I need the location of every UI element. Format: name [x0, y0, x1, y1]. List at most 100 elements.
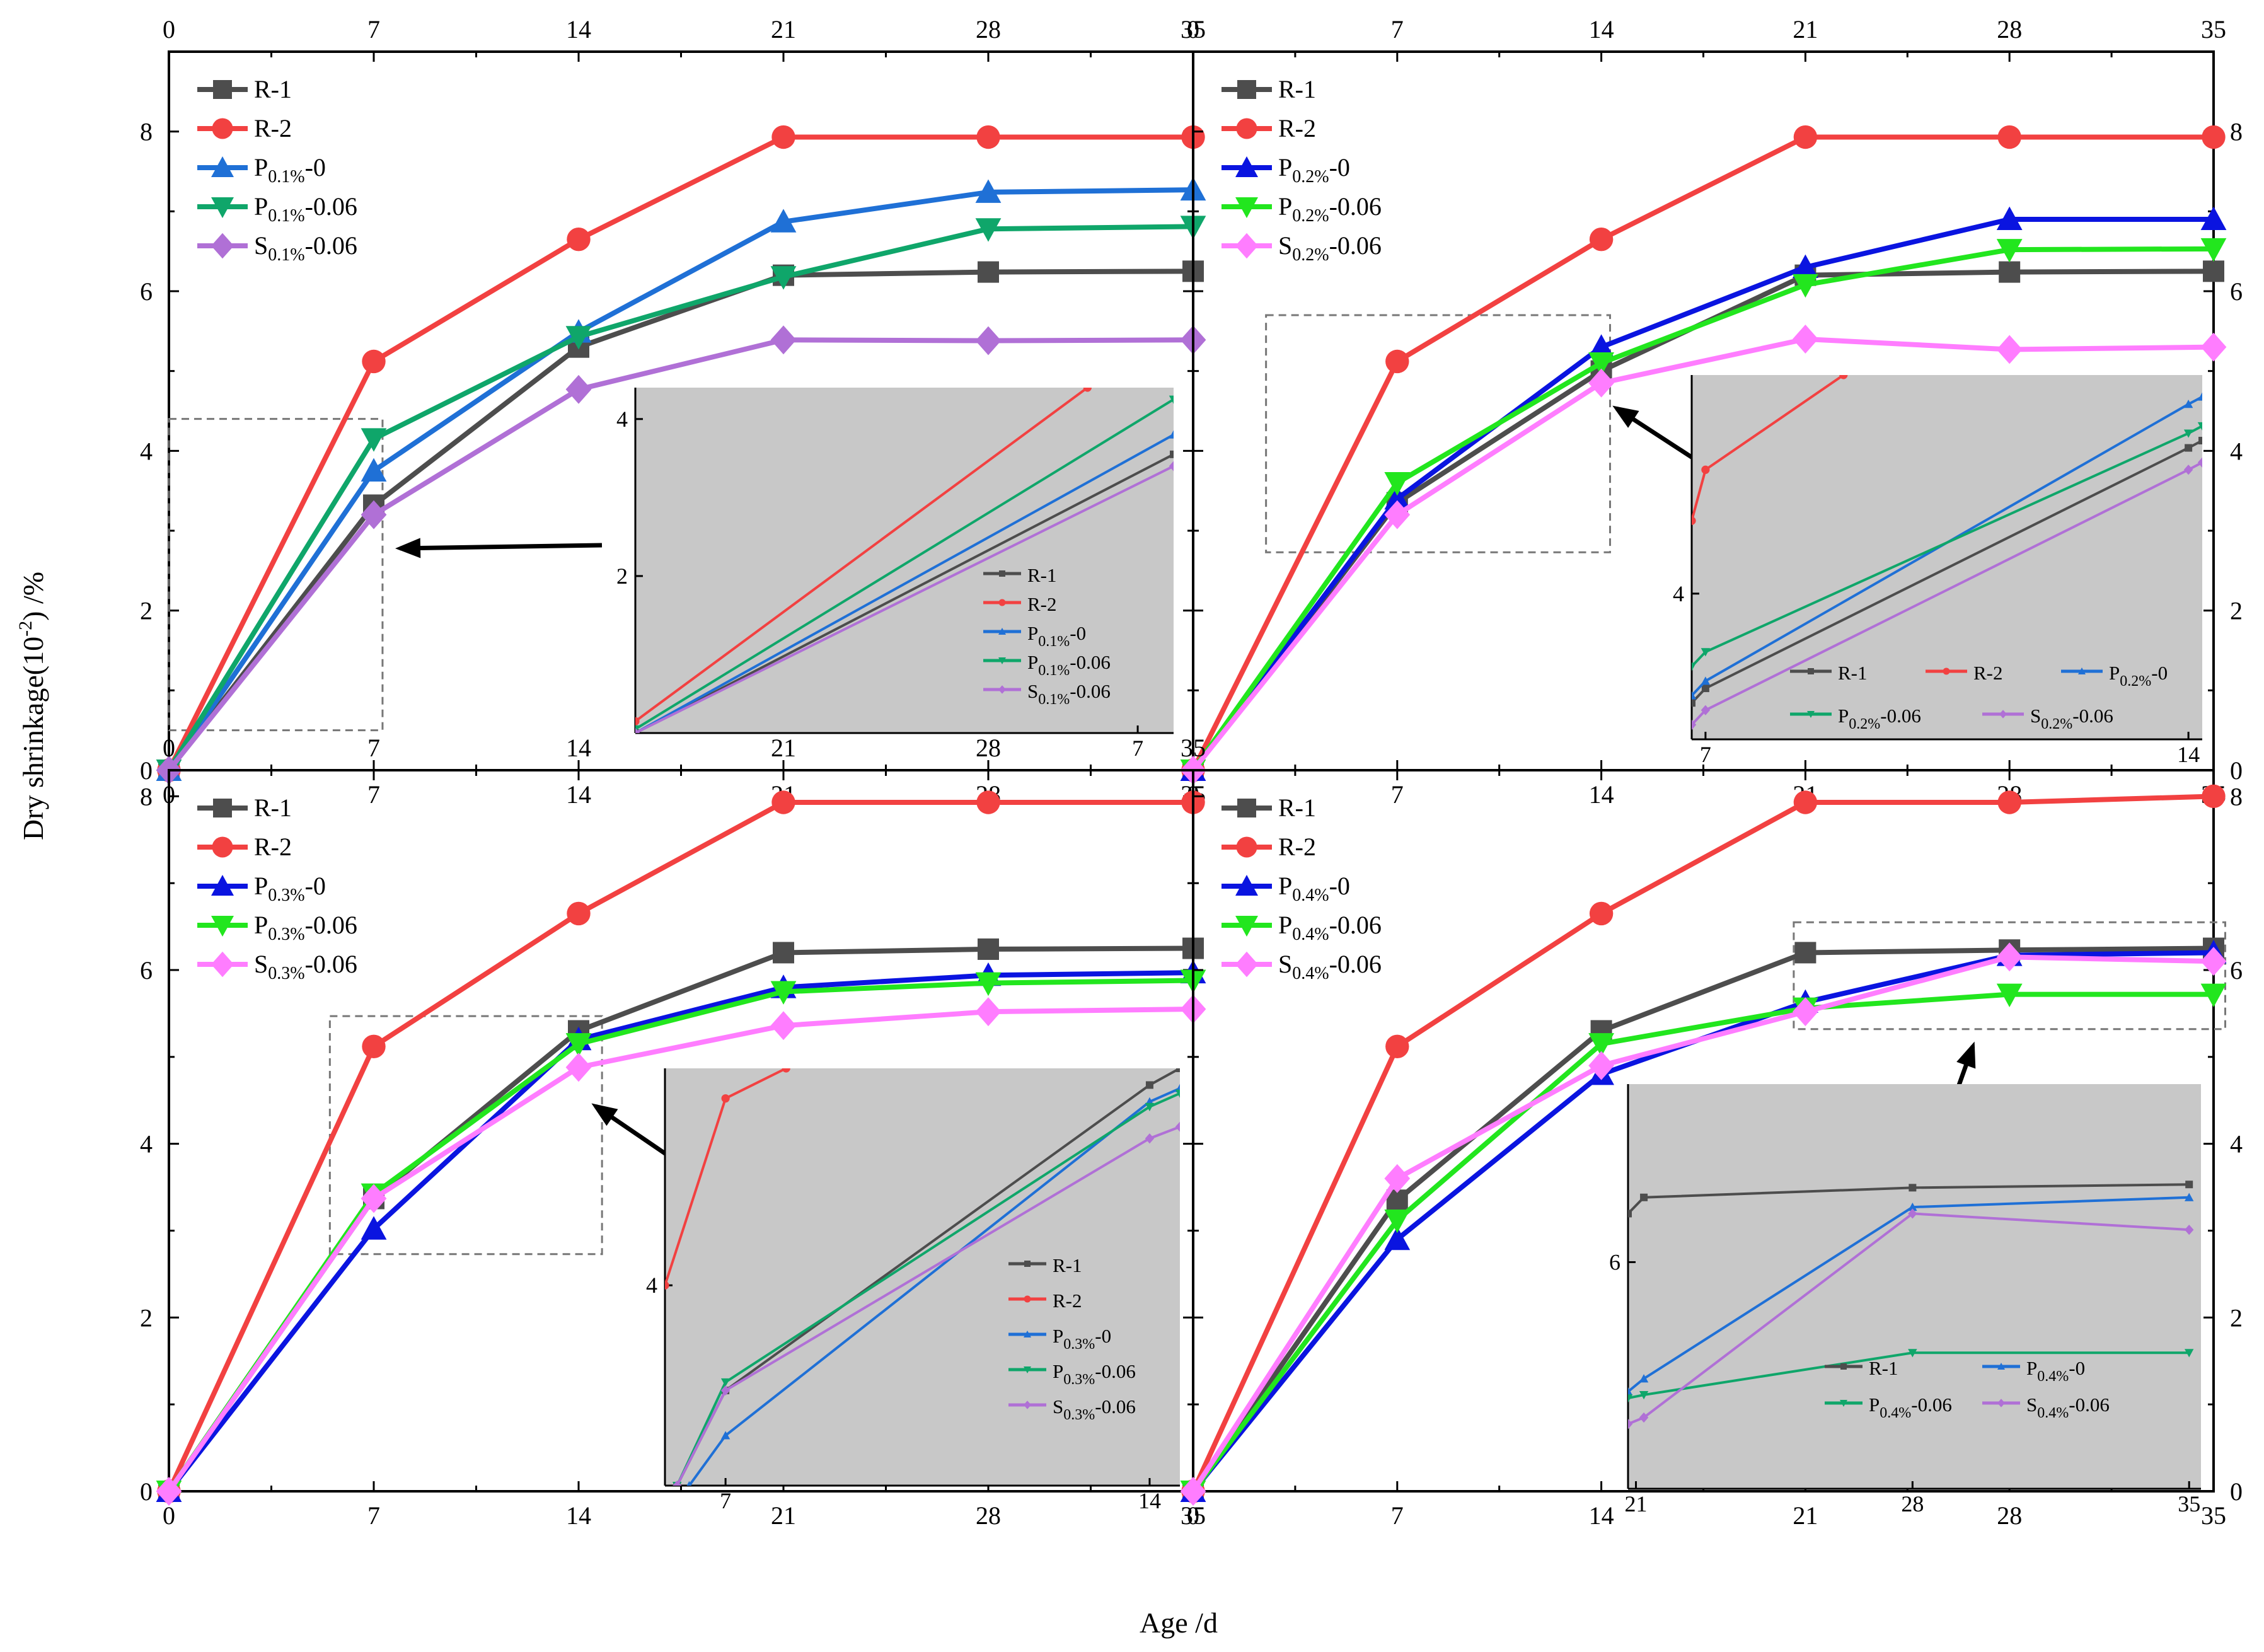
- legend-marker-p0: [2078, 667, 2086, 674]
- zoom-arrow-head: [395, 538, 421, 558]
- legend-label-p006: P0.2%-0.06: [1278, 192, 1382, 226]
- inset-point-p0: [1692, 691, 1697, 700]
- x-top-tick-label: 14: [566, 734, 591, 762]
- inset-series-line-p006: [676, 1092, 1180, 1486]
- legend-subscript: 0.2%: [2120, 673, 2151, 690]
- series-line-s006: [166, 1007, 1194, 1493]
- legend-name: R-1: [1838, 662, 1868, 684]
- y-tick-label: 2: [2230, 597, 2243, 625]
- inset-point-r-2: [665, 1281, 669, 1290]
- legend-suffix: -0.06: [2072, 705, 2113, 727]
- legend-marker-p006: [1235, 916, 1258, 937]
- data-point-p006: [2200, 983, 2227, 1008]
- inset-x-tick-label: 7: [720, 1488, 731, 1513]
- legend-subscript: 0.2%: [1292, 167, 1329, 187]
- inset-series-line-p006: [635, 398, 1174, 731]
- legend-suffix: -0: [305, 153, 326, 182]
- inset-series-line-r-1: [1628, 1183, 2190, 1215]
- inset-point-r-1: [1909, 1184, 1917, 1192]
- y-tick-label: 6: [140, 956, 153, 985]
- legend-marker-s006: [211, 951, 234, 978]
- legend-name: P: [1278, 911, 1292, 939]
- inset-series-line-p006: [1692, 425, 2202, 667]
- inset-series-line-s006: [1692, 461, 2202, 726]
- inset-point-p006: [1175, 1089, 1180, 1098]
- legend-name: R-1: [1053, 1254, 1082, 1276]
- legend-subscript: 0.1%: [1038, 662, 1070, 679]
- inset-x-tick-label: 14: [2177, 742, 2200, 767]
- data-point-s006: [1588, 1051, 1614, 1080]
- inset-point-r-1: [1628, 1210, 1632, 1218]
- legend-suffix: -0.06: [1329, 231, 1382, 260]
- x-top-tick-label: 28: [976, 734, 1001, 762]
- inset-point-p0: [1701, 676, 1711, 685]
- legend-name: R-2: [1278, 833, 1316, 861]
- x-tick-label: 7: [1391, 1501, 1404, 1530]
- inset-series-line-r-1: [635, 453, 1174, 733]
- legend-marker-r-2: [1943, 667, 1950, 675]
- y-tick-label: 6: [2230, 277, 2243, 306]
- series-line-r-2: [1191, 794, 2214, 1493]
- data-point-p006: [565, 1033, 592, 1057]
- data-point-s006: [2200, 947, 2227, 976]
- legend-name: P: [1869, 1394, 1880, 1416]
- inset-point-p0: [1169, 430, 1174, 439]
- legend-name: R-2: [1973, 662, 2003, 684]
- data-point-r-2: [567, 901, 591, 926]
- data-point-p0: [1996, 206, 2023, 230]
- data-point-p006: [1384, 472, 1411, 496]
- y-tick-label: 0: [2230, 756, 2243, 785]
- legend-marker-r-2: [998, 599, 1006, 606]
- inset-x-tick-label: 7: [1700, 742, 1711, 767]
- data-point-p006: [2200, 238, 2227, 262]
- inset-series-line-s006: [1628, 1212, 2190, 1426]
- legend-marker-p0: [1235, 156, 1258, 177]
- inset-point-s006: [1169, 461, 1174, 471]
- data-point-r-1: [1999, 261, 2021, 283]
- zoom-arrow: [400, 543, 603, 551]
- legend-label-r-1: R-1: [1869, 1357, 1898, 1379]
- series-line-p006: [1191, 991, 2214, 1493]
- legend-label-p006: P0.4%-0.06: [1278, 911, 1382, 944]
- legend-marker-s006: [1997, 1399, 2005, 1407]
- data-point-p006: [975, 218, 1002, 242]
- legend-label-r-2: R-2: [254, 833, 292, 861]
- legend-marker-p0: [211, 156, 234, 177]
- legend-suffix: -0.06: [1329, 911, 1382, 939]
- legend-name: S: [1278, 231, 1292, 260]
- inset-series-group: [1692, 375, 2202, 730]
- legend-name: P: [1027, 622, 1038, 644]
- zoom-region-box: [1793, 921, 2227, 1031]
- series-line-r-2: [166, 799, 1193, 1493]
- legend-marker-p006: [1024, 1366, 1031, 1373]
- x-tick-label: 28: [1997, 1501, 2022, 1530]
- inset-point-s006: [1908, 1208, 1917, 1219]
- legend-name: S: [2026, 1394, 2037, 1416]
- legend-subscript: 0.2%: [2041, 716, 2072, 732]
- legend-marker-r-1: [1024, 1261, 1031, 1267]
- inset-point-s006: [635, 727, 640, 733]
- legend-name: R-1: [254, 794, 292, 822]
- legend-label-p0: P0.2%-0: [2109, 662, 2168, 690]
- inset-point-r-1: [1170, 450, 1174, 458]
- legend-label-r-2: R-2: [1973, 662, 2003, 684]
- legend-name: R-1: [254, 75, 292, 103]
- data-point-s006: [2200, 332, 2227, 362]
- inset-point-p006: [1169, 395, 1174, 404]
- legend-subscript: 0.4%: [1292, 886, 1329, 905]
- legend-label-p0: P0.3%-0: [254, 872, 326, 905]
- y-axis-title-sup: -2: [15, 621, 36, 637]
- x-top-tick-label: 35: [1181, 15, 1206, 43]
- inset-series-line-s006: [676, 1125, 1180, 1486]
- x-top-tick-label: 0: [163, 734, 175, 762]
- inset-point-p0: [1908, 1202, 1917, 1211]
- data-point-r-2: [1589, 227, 1614, 251]
- inset-point-p006: [1639, 1391, 1649, 1400]
- legend-marker-r-2: [1236, 118, 1257, 139]
- inset-point-r-1: [1701, 684, 1709, 693]
- legend-marker-p0: [1235, 875, 1258, 896]
- inset-point-r-2: [1701, 465, 1710, 474]
- legend-name: R-2: [254, 833, 292, 861]
